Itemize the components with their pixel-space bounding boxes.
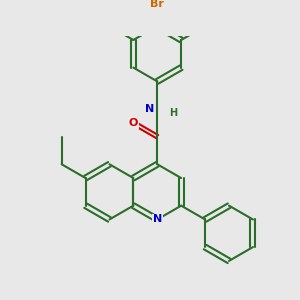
Text: H: H	[169, 108, 177, 118]
Text: Br: Br	[150, 0, 164, 9]
Text: N: N	[153, 214, 162, 224]
Text: N: N	[145, 104, 154, 114]
Text: O: O	[129, 118, 138, 128]
